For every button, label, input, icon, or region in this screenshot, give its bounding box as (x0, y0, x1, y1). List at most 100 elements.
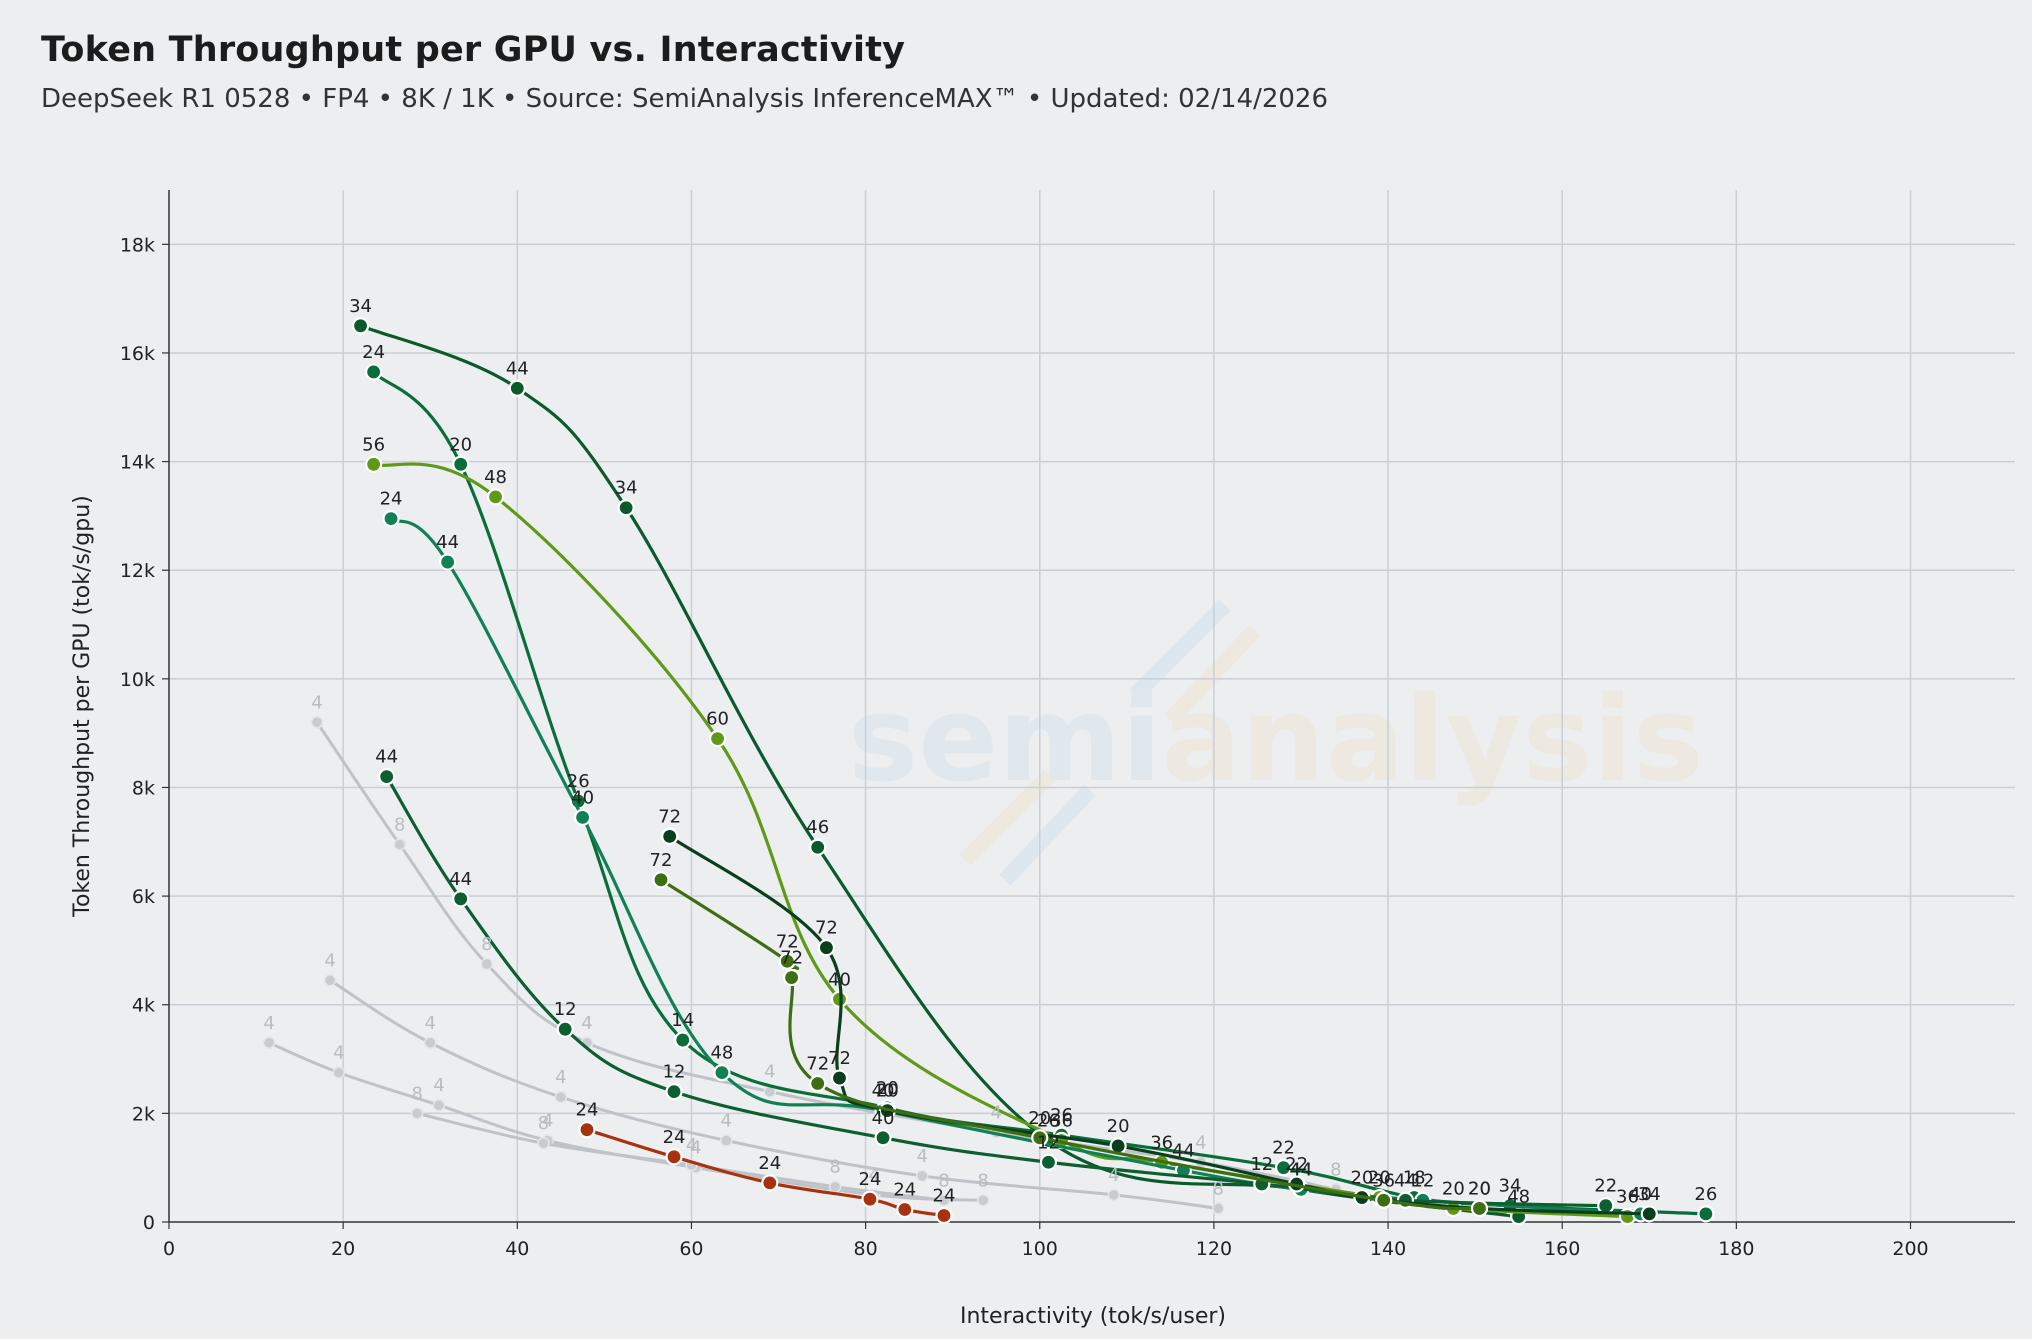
data-point[interactable] (332, 1066, 346, 1079)
x-tick-label: 160 (1544, 1238, 1580, 1260)
point-label: 48 (484, 467, 507, 488)
x-tick-label: 20 (331, 1238, 355, 1260)
point-label: 4 (555, 1067, 566, 1088)
point-label: 22 (1272, 1138, 1295, 1159)
data-point[interactable] (556, 1020, 574, 1038)
point-label: 44 (1394, 1170, 1417, 1191)
point-label: 36 (1050, 1111, 1073, 1132)
y-tick: 16k (120, 343, 169, 365)
point-label: 72 (650, 850, 673, 871)
point-label: 26 (567, 771, 590, 792)
data-point[interactable] (617, 499, 635, 517)
data-point[interactable] (896, 1200, 914, 1219)
ghost-series (410, 1107, 951, 1207)
data-point[interactable] (661, 827, 679, 845)
data-point[interactable] (652, 871, 670, 889)
data-point[interactable] (809, 1074, 827, 1093)
data-point[interactable] (378, 768, 396, 786)
y-tick-label: 2k (132, 1103, 155, 1125)
point-label: 48 (1507, 1187, 1530, 1208)
data-point[interactable] (365, 455, 383, 473)
data-point[interactable] (382, 510, 400, 528)
data-point[interactable] (439, 553, 457, 571)
data-point[interactable] (1597, 1197, 1615, 1215)
data-point[interactable] (861, 1190, 879, 1208)
y-tick: 18k (120, 234, 169, 256)
point-label: 4 (581, 1013, 592, 1034)
x-tick: 60 (679, 1222, 704, 1260)
point-label: 4 (1108, 1165, 1119, 1186)
series-path (659, 878, 1482, 1211)
x-tick: 0 (163, 1222, 175, 1260)
data-point[interactable] (1274, 1159, 1293, 1177)
data-point[interactable] (720, 1134, 733, 1147)
point-label: 34 (1638, 1184, 1661, 1205)
data-point[interactable] (410, 1107, 424, 1120)
data-point[interactable] (935, 1206, 953, 1225)
data-point[interactable] (393, 838, 406, 851)
data-point[interactable] (423, 1036, 437, 1050)
data-point[interactable] (262, 1036, 276, 1050)
data-point[interactable] (817, 939, 836, 957)
x-tick: 20 (331, 1222, 355, 1260)
data-point[interactable] (452, 890, 470, 908)
point-label: 36 (1150, 1132, 1173, 1153)
data-point[interactable] (782, 968, 801, 987)
y-tick-label: 10k (120, 669, 155, 691)
data-point[interactable] (1031, 1129, 1049, 1147)
data-point[interactable] (1640, 1205, 1658, 1223)
data-point[interactable] (323, 974, 337, 987)
data-point[interactable] (537, 1136, 550, 1150)
data-point[interactable] (574, 808, 592, 826)
data-point[interactable] (432, 1098, 446, 1112)
data-point[interactable] (713, 1064, 731, 1082)
data-point[interactable] (1697, 1205, 1715, 1223)
data-point[interactable] (674, 1031, 692, 1049)
x-tick: 120 (1196, 1222, 1232, 1260)
data-point[interactable] (1470, 1199, 1489, 1218)
data-point[interactable] (452, 455, 470, 473)
data-point[interactable] (828, 1180, 842, 1193)
data-point[interactable] (937, 1194, 951, 1207)
data-point[interactable] (480, 957, 494, 971)
data-point[interactable] (310, 716, 324, 729)
data-point[interactable] (830, 1069, 849, 1087)
data-point[interactable] (1107, 1188, 1121, 1202)
point-label: 44 (1290, 1159, 1313, 1180)
data-point[interactable] (809, 838, 827, 856)
point-label: 20 (449, 434, 472, 455)
data-point[interactable] (1212, 1202, 1225, 1215)
data-point[interactable] (665, 1148, 683, 1166)
data-point[interactable] (761, 1174, 779, 1192)
data-point[interactable] (365, 363, 383, 381)
data-point[interactable] (976, 1194, 990, 1207)
y-tick: 8k (132, 777, 169, 799)
data-point[interactable] (1039, 1153, 1058, 1171)
point-label: 72 (780, 948, 803, 969)
data-point[interactable] (554, 1090, 568, 1104)
data-point[interactable] (778, 952, 796, 970)
data-point[interactable] (508, 379, 526, 397)
data-point[interactable] (915, 1169, 929, 1183)
point-label: 46 (806, 817, 829, 838)
y-tick: 14k (120, 452, 169, 474)
point-label: 14 (671, 1010, 694, 1031)
point-label: 4 (542, 1111, 553, 1132)
data-point[interactable] (1375, 1191, 1393, 1209)
data-point[interactable] (708, 729, 727, 748)
data-point[interactable] (486, 488, 505, 506)
y-tick-label: 0 (143, 1212, 155, 1234)
data-point[interactable] (351, 317, 370, 335)
point-label: 4 (324, 950, 335, 971)
point-label: 4 (764, 1062, 775, 1083)
data-point[interactable] (874, 1129, 892, 1147)
series-line (652, 871, 1489, 1218)
data-point[interactable] (665, 1083, 683, 1101)
point-label: 44 (449, 869, 472, 890)
data-point[interactable] (578, 1121, 596, 1139)
point-label: 4 (721, 1111, 732, 1132)
point-label: 8 (538, 1113, 549, 1134)
point-label: 8 (829, 1157, 840, 1178)
point-label: 40 (1629, 1184, 1652, 1205)
y-axis-title: Token Throughput per GPU (tok/s/gpu) (70, 495, 95, 917)
